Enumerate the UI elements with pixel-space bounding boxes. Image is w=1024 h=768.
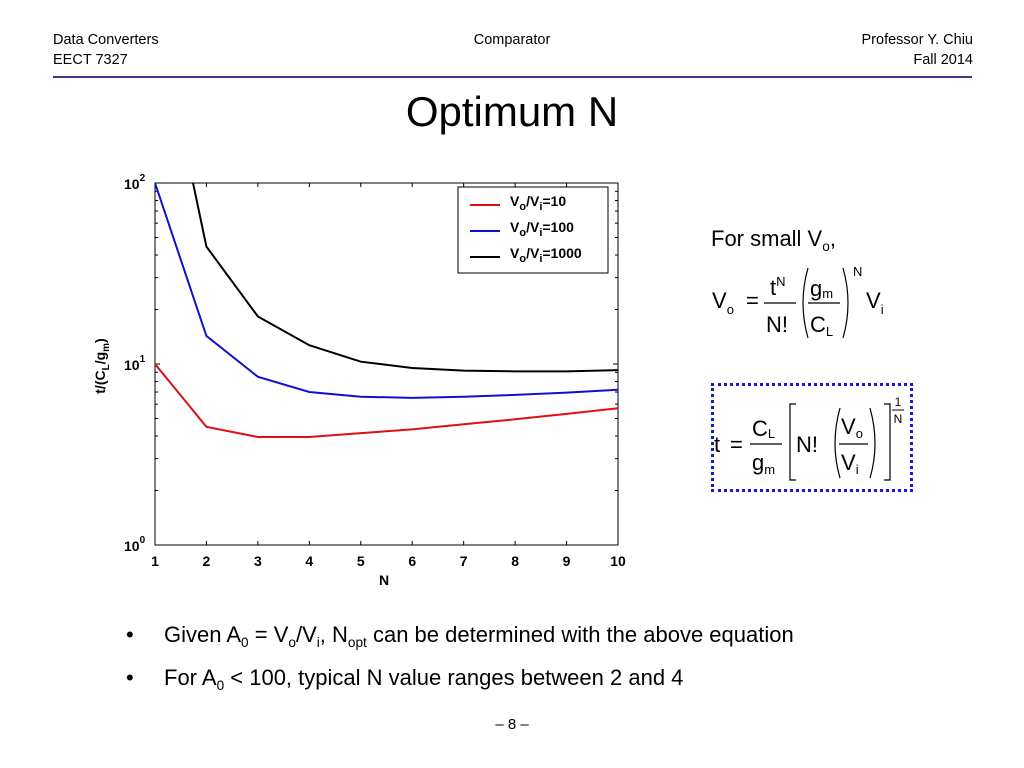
eq2-inner-num-sub: o (856, 426, 863, 441)
eq1-lhs: V (712, 288, 727, 313)
eq2-lhs: t (714, 432, 720, 457)
eq2-den-sub: m (764, 462, 775, 477)
tick-labels: 1 2 3 4 5 6 7 8 9 10 100 101 102 (124, 173, 626, 569)
eq1-inner-num-sub: m (822, 286, 833, 301)
eq1-equals: = (746, 288, 759, 313)
x-tick-label: 3 (254, 553, 262, 569)
series-line-3 (192, 183, 618, 373)
bullet-text: For A0 < 100, typical N value ranges bet… (164, 665, 684, 693)
svg-text:Vi: Vi (866, 288, 884, 317)
legend-label: Vo/Vi=10 (510, 193, 566, 213)
eq1-rhs: V (866, 288, 881, 313)
x-tick-label: 8 (511, 553, 519, 569)
x-axis-label: N (379, 572, 389, 588)
x-tick-label: 10 (610, 553, 626, 569)
svg-text:tN: tN (770, 274, 786, 300)
bullet-text: Given A0 = Vo/Vi, Nopt can be determined… (164, 622, 794, 650)
eq2-exp-den: N (894, 412, 903, 426)
y-label-mid: /g (92, 352, 108, 364)
y-label-sub-m: m (101, 343, 112, 352)
x-tick-label: 4 (305, 553, 313, 569)
slide-title: Optimum N (405, 88, 619, 135)
legend-label: Vo/Vi=1000 (510, 245, 582, 265)
legend-label: Vo/Vi=100 (510, 219, 574, 239)
svg-text:t/(CL/gm): t/(CL/gm) (92, 338, 112, 393)
eq2-inner-den-sub: i (856, 462, 859, 477)
y-label-sub-l: L (101, 364, 112, 370)
professor-name: Professor Y. Chiu (861, 32, 974, 48)
svg-text:Vi: Vi (841, 450, 859, 477)
x-tick-label: 2 (203, 553, 211, 569)
x-tick-label: 1 (151, 553, 159, 569)
eq2-num: C (752, 416, 768, 441)
course-name: Data Converters (53, 32, 159, 48)
eq1-lhs-sub: o (727, 302, 734, 317)
eq2-inner-num: V (841, 414, 856, 439)
y-tick-label: 101 (124, 354, 146, 373)
svg-text:Vo: Vo (712, 288, 734, 317)
svg-text:Vo: Vo (841, 414, 863, 441)
eq1-power: N (853, 264, 862, 279)
page-number: – 8 – (495, 716, 529, 733)
svg-text:CL: CL (752, 416, 775, 441)
optimum-t-equation-box (711, 383, 913, 492)
x-tick-label: 6 (408, 553, 416, 569)
svg-text:gm: gm (810, 276, 833, 301)
eq1-den: N! (766, 312, 788, 337)
legend: Vo/Vi=10 Vo/Vi=100 Vo/Vi=1000 (457, 186, 609, 274)
eq2-inner-den: V (841, 450, 856, 475)
eq1-rhs-sub: i (881, 302, 884, 317)
t-equation: t = CL gm N! Vo Vi 1 N (714, 395, 904, 481)
series-line-1 (155, 363, 618, 438)
vo-equation: Vo = tN N! gm CL N Vi (712, 264, 884, 339)
series-lines (155, 183, 618, 438)
eq1-inner-den: C (810, 312, 826, 337)
header-topic: Comparator (473, 32, 551, 48)
course-code: EECT 7327 (53, 52, 128, 68)
y-tick-label: 102 (124, 173, 146, 192)
svg-text:CL: CL (810, 312, 833, 339)
y-label-close: ) (92, 338, 108, 343)
y-tick-label: 100 (124, 535, 146, 554)
bullet-icon: • (126, 622, 134, 647)
x-tick-label: 5 (357, 553, 365, 569)
bullet-icon: • (126, 665, 134, 690)
y-axis-label: t/(CL/gm) (92, 338, 112, 393)
svg-text:gm: gm (752, 450, 775, 477)
x-tick-label: 7 (460, 553, 468, 569)
eq1-inner-den-sub: L (826, 324, 833, 339)
series-line-2 (155, 183, 618, 399)
eq2-exp-num: 1 (895, 395, 902, 409)
header-divider (53, 76, 972, 78)
semester: Fall 2014 (913, 52, 973, 68)
eq2-nfact: N! (796, 432, 818, 457)
small-vo-caption: For small Vo, (711, 226, 836, 254)
eq2-num-sub: L (768, 426, 775, 441)
header-left: Data Converters EECT 7327 (53, 30, 159, 70)
eq2-den: g (752, 450, 764, 475)
eq1-num-sup: N (776, 274, 785, 289)
eq1-num: t (770, 275, 776, 300)
x-tick-label: 9 (563, 553, 571, 569)
y-label-t: t/(C (92, 370, 108, 393)
eq2-equals: = (730, 432, 743, 457)
eq1-inner-num: g (810, 276, 822, 301)
header-right: Professor Y. Chiu Fall 2014 (862, 30, 974, 70)
